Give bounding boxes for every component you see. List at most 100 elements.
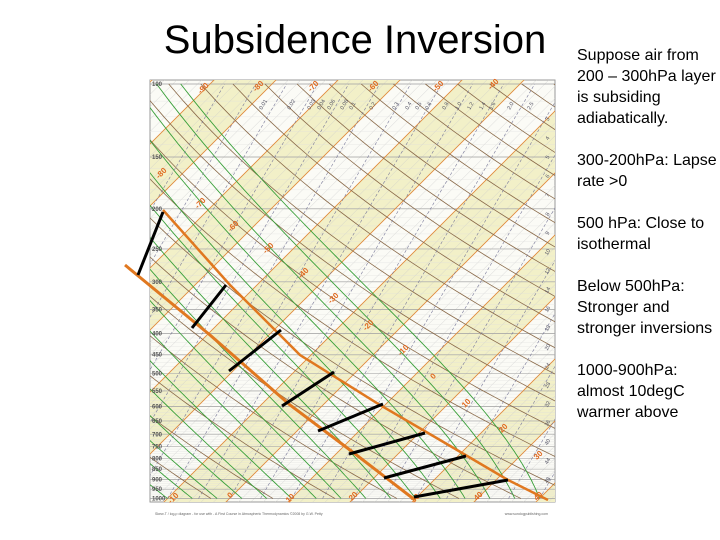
subsidence-connector bbox=[190, 284, 228, 329]
fine-isotherm bbox=[150, 80, 537, 467]
pressure-label: 600 bbox=[152, 405, 163, 411]
pressure-label: 300 bbox=[152, 280, 163, 286]
mixing-ratio-label: 7 bbox=[545, 193, 552, 199]
isotherm-line bbox=[225, 172, 555, 502]
mixing-ratio-label: 3 bbox=[545, 117, 552, 123]
isotherm-line bbox=[535, 482, 555, 502]
fine-isotherm bbox=[150, 80, 388, 318]
fine-isotherm bbox=[386, 333, 555, 502]
fine-isotherm bbox=[324, 271, 555, 502]
fine-isotherm bbox=[150, 80, 240, 170]
mixing-ratio-label: 6 bbox=[545, 174, 552, 180]
fine-isotherm bbox=[0, 65, 55, 507]
fine-isotherm bbox=[200, 147, 555, 502]
isotherm-line bbox=[150, 80, 215, 145]
mixing-ratio-line bbox=[539, 471, 555, 499]
dry-adiabat bbox=[0, 84, 87, 499]
dry-adiabat bbox=[150, 178, 555, 457]
dry-adiabat bbox=[200, 83, 555, 349]
fine-isotherm bbox=[486, 433, 555, 502]
fine-isotherm bbox=[150, 80, 488, 418]
dry-adiabat bbox=[168, 83, 555, 375]
fine-isotherm bbox=[262, 209, 555, 502]
isotherm-line bbox=[150, 80, 525, 455]
pressure-label: 550 bbox=[152, 389, 163, 395]
fine-isotherm bbox=[150, 80, 289, 219]
isotherm-band bbox=[0, 65, 43, 507]
fine-isotherm bbox=[150, 80, 475, 405]
subsidence-connector bbox=[317, 402, 384, 433]
fine-isotherm bbox=[238, 185, 555, 502]
pressure-label: 1000 bbox=[152, 496, 166, 502]
pressure-label: 700 bbox=[152, 432, 163, 438]
fine-isotherm bbox=[399, 346, 555, 502]
fine-isotherm bbox=[150, 80, 302, 232]
fine-isotherm bbox=[151, 98, 555, 502]
initial-profile-line bbox=[124, 263, 416, 502]
pressure-label: 150 bbox=[152, 155, 163, 161]
pressure-label: 250 bbox=[152, 247, 163, 253]
isotherm-line bbox=[163, 110, 555, 502]
isotherm-line bbox=[0, 65, 43, 507]
mixing-ratio-label: 1.2 bbox=[467, 101, 476, 111]
moist-adiabat bbox=[150, 388, 268, 499]
isotherm-line bbox=[150, 80, 277, 207]
moist-adiabat bbox=[150, 463, 193, 499]
mixing-ratio-label: 12 bbox=[544, 267, 552, 275]
fine-isotherm bbox=[0, 65, 117, 507]
fine-isotherm bbox=[275, 222, 555, 502]
mixing-ratio-label: 40 bbox=[544, 438, 552, 446]
fine-isotherm bbox=[0, 65, 142, 507]
fine-isotherm bbox=[535, 482, 555, 502]
mixing-ratio-label: 28 bbox=[544, 381, 552, 389]
dry-adiabat bbox=[150, 256, 522, 499]
pressure-label: 200 bbox=[152, 207, 163, 213]
fine-isotherm bbox=[0, 65, 68, 507]
fine-isotherm bbox=[374, 321, 555, 502]
pressure-label: 350 bbox=[152, 307, 163, 313]
dry-adiabat bbox=[586, 84, 720, 499]
mixing-ratio-label: 20 bbox=[544, 343, 552, 351]
fine-isotherm bbox=[0, 65, 130, 507]
note-1: Suppose air from 200 – 300hPa layer is s… bbox=[577, 47, 716, 127]
temperature-label: 0 bbox=[428, 371, 438, 381]
mixing-ratio-label: 16 bbox=[544, 305, 552, 313]
mixing-ratio-label: 0.6 bbox=[425, 101, 434, 111]
dry-adiabat bbox=[264, 83, 555, 297]
slide-title: Subsidence Inversion bbox=[163, 18, 547, 62]
dry-adiabat bbox=[150, 375, 336, 499]
isotherm-line bbox=[287, 234, 555, 502]
dry-adiabat bbox=[150, 335, 398, 499]
fine-isotherm bbox=[0, 65, 155, 507]
isotherm-line bbox=[150, 80, 463, 393]
fine-isotherm bbox=[461, 408, 555, 502]
temperature-label: 0 bbox=[225, 490, 235, 500]
moist-adiabat bbox=[150, 139, 466, 499]
mixing-ratio-label: 0.8 bbox=[442, 101, 451, 111]
mixing-ratio-label: 44 bbox=[544, 457, 552, 465]
dry-adiabat bbox=[296, 83, 555, 272]
dry-adiabat bbox=[232, 83, 555, 323]
note-3: 500 hPa: Close to isothermal bbox=[577, 215, 705, 253]
isotherm-line bbox=[0, 65, 105, 507]
mixing-ratio-label: 2.5 bbox=[527, 101, 536, 111]
dry-adiabat bbox=[0, 84, 149, 499]
fine-isotherm bbox=[150, 80, 227, 157]
fine-isotherm bbox=[0, 65, 18, 507]
subsidence-connector bbox=[348, 431, 426, 456]
mixing-ratio-label: 0.02 bbox=[287, 99, 298, 111]
fine-isotherm bbox=[150, 80, 364, 294]
fine-isotherm bbox=[0, 65, 93, 507]
dry-adiabat bbox=[150, 99, 555, 402]
moist-adiabat bbox=[156, 83, 516, 499]
subsidence-connector bbox=[136, 211, 165, 276]
dry-adiabat bbox=[618, 84, 720, 499]
pressure-label: 100 bbox=[152, 82, 163, 88]
moist-adiabat bbox=[150, 268, 367, 499]
pressure-label: 500 bbox=[152, 372, 163, 378]
pressure-label: 400 bbox=[152, 332, 163, 338]
subsidence-connector bbox=[281, 370, 335, 408]
fine-isotherm bbox=[0, 65, 6, 507]
moist-adiabat bbox=[180, 83, 540, 499]
moist-adiabat bbox=[150, 106, 491, 499]
